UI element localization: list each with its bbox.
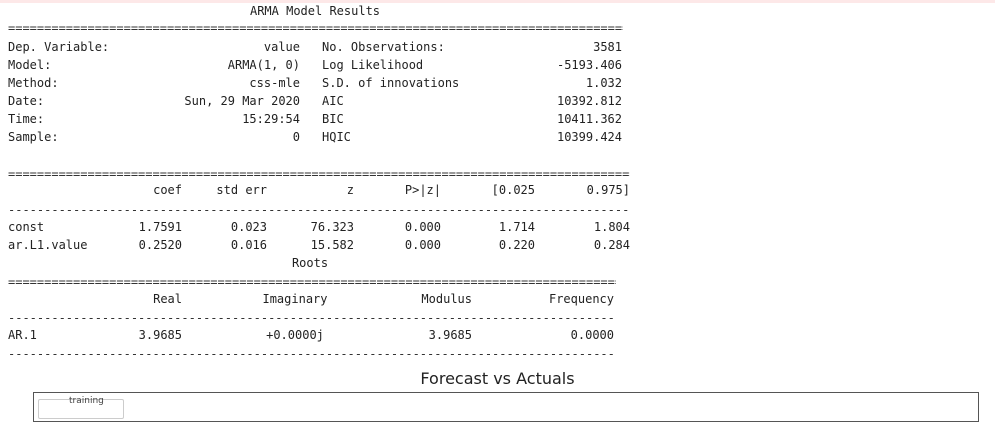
separator-double: ========================================… xyxy=(8,277,616,287)
cell-std-err: 0.016 xyxy=(230,238,267,252)
header-value: ARMA(1, 0) xyxy=(227,58,300,72)
cell-ci-high: 1.804 xyxy=(593,220,630,234)
cell-modulus: 3.9685 xyxy=(428,328,472,342)
header-value: css-mle xyxy=(249,76,300,90)
column-header: Real xyxy=(153,292,182,306)
cell-imaginary: +0.0000j xyxy=(266,328,324,342)
cell-frequency: 0.0000 xyxy=(570,328,614,342)
cell-std-err: 0.023 xyxy=(230,220,267,234)
header-value: 15:29:54 xyxy=(242,112,300,126)
column-header: [0.025 xyxy=(491,183,535,197)
row-name: ar.L1.value xyxy=(8,238,88,252)
header-value: 0 xyxy=(292,130,300,144)
cell-p: 0.000 xyxy=(404,220,441,234)
header-label: Date: xyxy=(8,94,45,108)
header-value: Sun, 29 Mar 2020 xyxy=(184,94,300,108)
column-header: P>|z| xyxy=(404,183,441,197)
header-label2: BIC xyxy=(322,112,344,126)
header-label: Time: xyxy=(8,112,45,126)
header-label2: Log Likelihood xyxy=(322,58,424,72)
header-label: Model: xyxy=(8,58,52,72)
separator-double: ========================================… xyxy=(8,23,623,33)
row-name: const xyxy=(8,220,45,234)
column-header: 0.975] xyxy=(586,183,630,197)
chart-title: Forecast vs Actuals xyxy=(420,369,575,388)
column-header: coef xyxy=(153,183,182,197)
header-label: Dep. Variable: xyxy=(8,40,110,54)
cell-coef: 0.2520 xyxy=(138,238,182,252)
separator-single: ----------------------------------------… xyxy=(8,349,616,359)
separator-double: ========================================… xyxy=(8,169,630,179)
cell-p: 0.000 xyxy=(404,238,441,252)
header-value2: 1.032 xyxy=(585,76,622,90)
header-value: value xyxy=(263,40,300,54)
header-value2: 3581 xyxy=(593,40,622,54)
column-header: z xyxy=(346,183,354,197)
row-name: AR.1 xyxy=(8,328,37,342)
header-label2: HQIC xyxy=(322,130,351,144)
column-header: std err xyxy=(216,183,267,197)
cell-ci-low: 0.220 xyxy=(498,238,535,252)
chart-legend: training xyxy=(38,396,124,419)
roots-title: Roots xyxy=(291,256,329,270)
cell-z: 15.582 xyxy=(310,238,354,252)
header-label: Sample: xyxy=(8,130,59,144)
header-value2: 10411.362 xyxy=(556,112,622,126)
separator-single: ----------------------------------------… xyxy=(8,313,616,323)
header-value2: 10392.812 xyxy=(556,94,622,108)
cell-ci-low: 1.714 xyxy=(498,220,535,234)
header-value2: -5193.406 xyxy=(556,58,622,72)
header-label2: AIC xyxy=(322,94,344,108)
cell-z: 76.323 xyxy=(310,220,354,234)
cell-real: 3.9685 xyxy=(138,328,182,342)
top-accent-line xyxy=(0,0,995,3)
summary-title: ARMA Model Results xyxy=(249,4,381,18)
separator-single: ----------------------------------------… xyxy=(8,205,630,215)
header-label2: S.D. of innovations xyxy=(322,76,460,90)
legend-label-training: training xyxy=(69,396,104,406)
header-label: Method: xyxy=(8,76,59,90)
column-header: Imaginary xyxy=(262,292,328,306)
header-label2: No. Observations: xyxy=(322,40,445,54)
cell-coef: 1.7591 xyxy=(138,220,182,234)
chart-plot-area: training xyxy=(33,392,979,422)
column-header: Modulus xyxy=(421,292,472,306)
cell-ci-high: 0.284 xyxy=(593,238,630,252)
header-value2: 10399.424 xyxy=(556,130,622,144)
column-header: Frequency xyxy=(548,292,614,306)
